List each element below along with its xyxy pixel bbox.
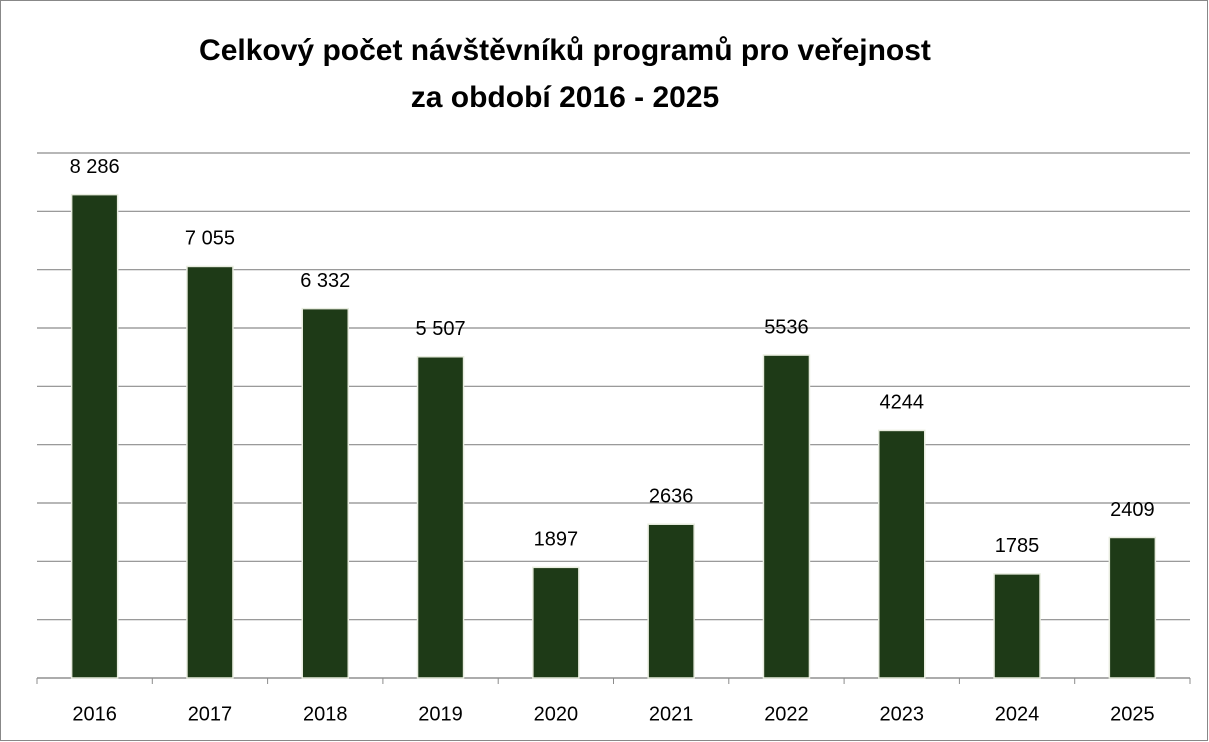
x-tick-label: 2021 — [649, 703, 694, 725]
bar — [186, 265, 234, 679]
x-tick-label: 2025 — [1110, 703, 1155, 725]
data-label: 2409 — [1110, 499, 1155, 521]
x-tick-label: 2024 — [995, 703, 1040, 725]
data-label: 1785 — [995, 535, 1040, 557]
x-tick-label: 2019 — [418, 703, 463, 725]
bar — [1108, 536, 1157, 679]
x-tick-label: 2017 — [188, 703, 233, 725]
data-label: 5 507 — [416, 318, 466, 340]
x-tick-label: 2022 — [764, 703, 809, 725]
bar — [416, 356, 465, 679]
chart-title: Celkový počet návštěvníků programů pro v… — [199, 34, 931, 67]
bar — [70, 193, 119, 679]
x-tick-label: 2020 — [534, 703, 579, 725]
data-label: 4244 — [880, 392, 925, 414]
x-tick-label: 2023 — [880, 703, 925, 725]
data-label: 6 332 — [300, 270, 350, 292]
data-label: 2636 — [649, 486, 694, 508]
data-label: 7 055 — [185, 228, 235, 250]
bar — [993, 573, 1041, 679]
bar — [301, 307, 349, 679]
data-label: 1897 — [534, 529, 579, 551]
x-tick-label: 2018 — [303, 703, 348, 725]
bar — [762, 354, 811, 679]
x-tick-label: 2016 — [72, 703, 117, 725]
bar — [878, 429, 926, 679]
data-label: 5536 — [764, 316, 809, 338]
bar — [532, 566, 580, 679]
bar — [647, 523, 695, 679]
chart-subtitle: za období 2016 - 2025 — [411, 81, 719, 114]
data-label: 8 286 — [70, 156, 120, 178]
